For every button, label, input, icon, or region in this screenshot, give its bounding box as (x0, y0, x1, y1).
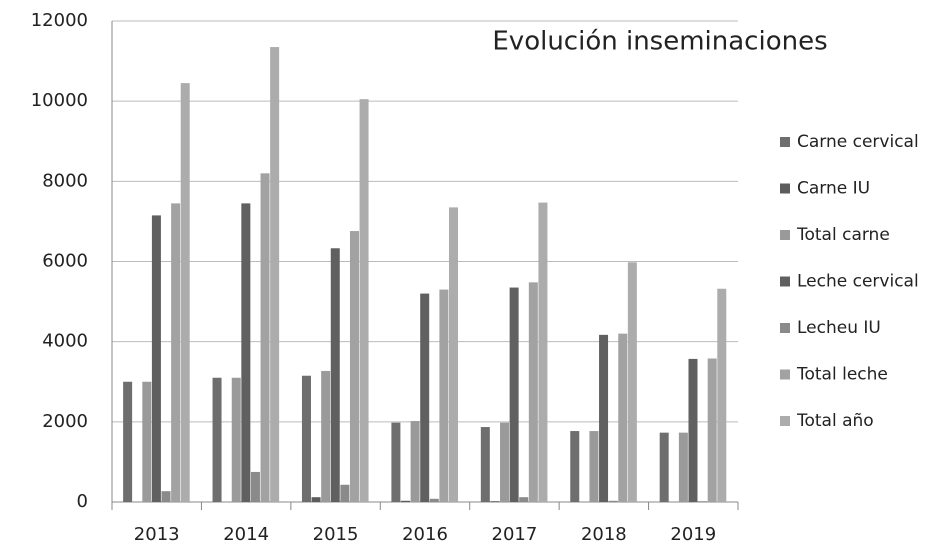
bar (359, 99, 369, 502)
x-tick-label: 2016 (402, 524, 448, 545)
x-tick-label: 2013 (134, 524, 180, 545)
bar (410, 421, 420, 502)
bar (321, 370, 331, 502)
legend-label: Total año (796, 411, 874, 431)
bar (391, 422, 401, 502)
bar (151, 215, 161, 502)
bar (231, 377, 241, 502)
bar (420, 293, 430, 502)
bar (212, 377, 222, 502)
y-tick-label: 8000 (42, 170, 88, 191)
x-tick-label: 2018 (581, 524, 627, 545)
x-tick-label: 2015 (313, 524, 359, 545)
legend-label: Total leche (796, 365, 888, 385)
y-tick-label: 0 (77, 491, 88, 512)
bar (401, 500, 410, 502)
bar (698, 501, 708, 502)
bar (500, 422, 510, 502)
legend-label: Total carne (796, 225, 890, 245)
bar (707, 358, 717, 502)
bar (123, 381, 133, 502)
legend-swatch (780, 369, 790, 380)
bar (538, 202, 548, 502)
bar (142, 381, 152, 502)
bar (449, 207, 458, 502)
legend-label: Carne IU (797, 179, 870, 199)
bar (528, 282, 538, 502)
bar (599, 334, 609, 502)
bar (480, 427, 490, 502)
bar (659, 432, 669, 502)
y-tick-label: 10000 (31, 90, 88, 111)
bar (570, 431, 580, 502)
bar (627, 262, 637, 502)
x-tick-label: 2017 (492, 524, 538, 545)
legend-label: Carne cervical (797, 132, 919, 152)
bar (171, 203, 181, 503)
legend-swatch (780, 416, 790, 426)
bar (180, 83, 190, 503)
bar (678, 432, 688, 502)
legend-swatch (780, 183, 790, 194)
bar (330, 248, 340, 502)
bar (490, 501, 500, 502)
bar (608, 500, 618, 502)
bar (439, 289, 449, 502)
bar (340, 484, 350, 502)
bar (509, 287, 519, 502)
legend-swatch (780, 323, 790, 333)
bar (260, 173, 270, 503)
chart-title: Evolución inseminaciones (492, 27, 827, 57)
y-tick-label: 12000 (31, 10, 88, 31)
x-tick-label: 2019 (670, 524, 716, 545)
legend-label: Lecheu IU (797, 318, 881, 338)
bar (161, 491, 171, 502)
bar (519, 497, 529, 502)
bar (688, 358, 698, 502)
bar (301, 375, 311, 502)
y-tick-label: 6000 (42, 251, 88, 272)
bar (270, 47, 280, 502)
bar (589, 431, 599, 502)
bar (311, 497, 321, 502)
bar (618, 333, 628, 502)
bar (429, 498, 439, 502)
bar (241, 203, 251, 503)
y-tick-label: 2000 (42, 411, 88, 432)
bar (717, 288, 727, 502)
legend-swatch (780, 137, 790, 147)
bar (349, 231, 359, 502)
legend-label: Leche cervical (797, 272, 919, 292)
x-tick-label: 2014 (223, 524, 269, 545)
legend-swatch (780, 276, 790, 287)
bar (250, 471, 260, 502)
y-tick-label: 4000 (42, 331, 88, 352)
legend-swatch (780, 230, 790, 240)
